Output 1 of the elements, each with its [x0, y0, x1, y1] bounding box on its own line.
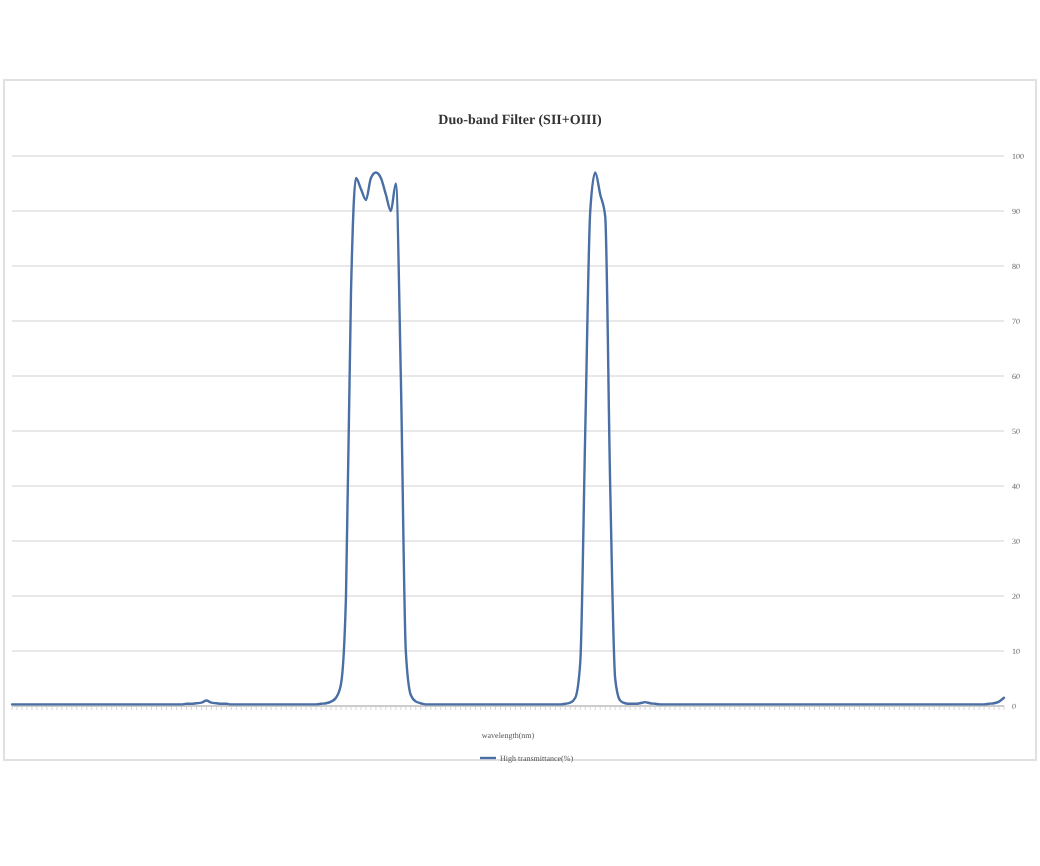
line-series	[10, 171, 1006, 706]
